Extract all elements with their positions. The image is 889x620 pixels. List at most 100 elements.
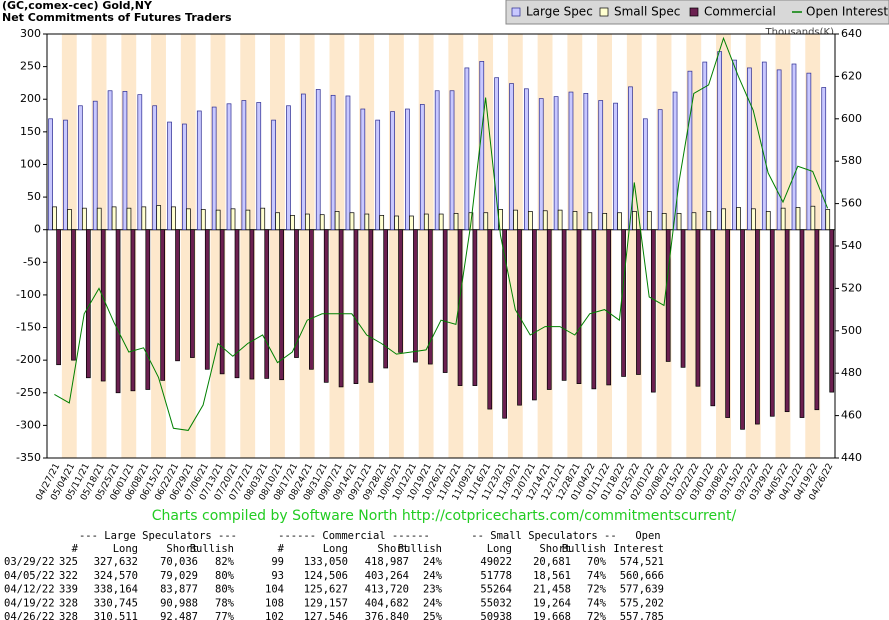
table-cell: 25%: [423, 611, 443, 620]
table-cell: 127,546: [304, 611, 348, 620]
table-cell: 83,877: [160, 584, 198, 596]
table-cell: 90,988: [160, 597, 198, 609]
y2-tick-label: 460: [841, 409, 862, 422]
bar: [390, 111, 395, 231]
bar: [175, 229, 180, 362]
bar: [494, 77, 499, 231]
bar: [364, 213, 370, 231]
table-header: Short: [377, 543, 409, 555]
bar: [717, 51, 723, 231]
table-cell: 77%: [215, 611, 235, 620]
bar: [275, 212, 280, 231]
legend-swatch: [511, 7, 521, 17]
bar: [765, 211, 771, 231]
bar: [672, 91, 678, 231]
table-header: Long: [113, 543, 138, 555]
bar: [665, 229, 671, 362]
bar: [721, 208, 727, 231]
legend-label: Large Spec: [526, 5, 593, 19]
table-cell: 339: [59, 584, 78, 596]
table-cell: 04/19/22: [4, 597, 55, 609]
table-cell: 338,164: [94, 584, 138, 596]
bar: [48, 118, 53, 231]
bar: [290, 214, 295, 231]
bar: [799, 229, 805, 418]
legend-label: Commercial: [704, 5, 776, 19]
bar: [542, 210, 548, 231]
bar: [413, 229, 418, 363]
bar: [636, 229, 641, 375]
bar: [100, 229, 106, 382]
table-cell: 03/29/22: [4, 556, 55, 568]
bar: [294, 229, 299, 358]
bar: [353, 229, 359, 384]
table-header: Short: [166, 543, 198, 555]
bar: [126, 207, 132, 231]
table-cell: 404,682: [365, 597, 409, 609]
table-cell: 310,511: [94, 611, 138, 620]
table-group: --- Large Speculators ---: [79, 530, 237, 542]
table-cell: 74%: [587, 570, 607, 582]
table-header: Bullish: [562, 543, 606, 555]
bar: [204, 229, 210, 370]
bar: [747, 67, 752, 231]
bar: [145, 229, 151, 390]
y-tick-label: 100: [20, 157, 41, 170]
bar: [260, 207, 266, 231]
bar: [761, 61, 767, 231]
table-header: Bullish: [398, 543, 442, 555]
line: [54, 36, 829, 431]
table-cell: 102: [265, 611, 284, 620]
bar: [383, 229, 389, 369]
bar: [442, 229, 448, 373]
table-cell: 04/12/22: [4, 584, 55, 596]
bar: [509, 83, 514, 231]
bar: [613, 102, 618, 231]
table-cell: 55264: [480, 584, 512, 596]
table-cell: 49022: [480, 556, 512, 568]
y-tick-label: -250: [16, 386, 41, 399]
bar: [52, 206, 57, 231]
table-cell: 557,785: [620, 611, 664, 620]
bar: [602, 213, 608, 231]
bar: [330, 94, 336, 231]
bar: [67, 209, 72, 231]
bar: [795, 207, 801, 231]
table-cell: 129,157: [304, 597, 348, 609]
table-cell: 125,627: [304, 584, 348, 596]
table-cell: 51778: [480, 570, 512, 582]
bar: [182, 123, 187, 231]
table-header: Bullish: [190, 543, 234, 555]
bar: [483, 212, 489, 231]
bar: [591, 229, 597, 390]
y2-axis-label: Thousands(K): [765, 27, 835, 38]
bar: [56, 229, 61, 366]
bar: [130, 229, 136, 392]
bar: [706, 211, 712, 231]
table-cell: 80%: [215, 570, 235, 582]
bar: [171, 206, 176, 231]
bar: [821, 87, 827, 231]
bar: [368, 229, 374, 383]
y2-tick-label: 440: [841, 451, 862, 464]
bar: [546, 229, 552, 390]
table-cell: 80%: [215, 584, 235, 596]
y-tick-label: -300: [16, 418, 41, 431]
table-group: Open: [635, 530, 660, 542]
bar: [111, 206, 117, 231]
bar: [769, 229, 775, 417]
table-cell: 108: [265, 597, 284, 609]
bar: [215, 209, 221, 231]
bar: [81, 207, 87, 231]
y2-tick-label: 540: [841, 239, 862, 252]
bar: [211, 106, 217, 231]
bar: [379, 214, 385, 231]
bar: [279, 229, 284, 381]
table-cell: 19,668: [533, 611, 571, 620]
legend-swatch: [599, 7, 609, 17]
table-cell: 04/05/22: [4, 570, 55, 582]
bar: [71, 229, 76, 361]
bar: [632, 211, 637, 231]
bar: [394, 215, 399, 231]
chart-title: (GC,comex-cec) Gold,NY: [2, 0, 153, 12]
